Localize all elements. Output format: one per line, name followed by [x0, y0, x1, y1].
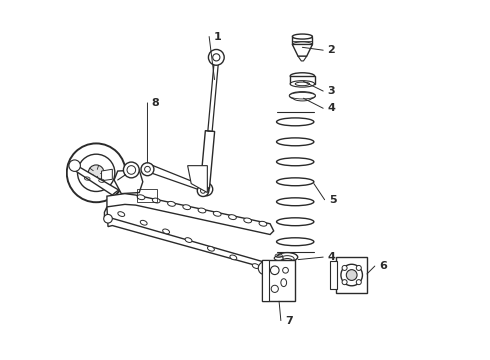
Ellipse shape — [276, 218, 314, 226]
Ellipse shape — [207, 246, 214, 251]
Circle shape — [77, 154, 115, 192]
Circle shape — [67, 143, 125, 202]
Ellipse shape — [276, 178, 314, 186]
Ellipse shape — [293, 42, 313, 47]
Polygon shape — [188, 166, 207, 193]
Ellipse shape — [252, 264, 259, 269]
Polygon shape — [104, 207, 273, 271]
Circle shape — [208, 49, 224, 65]
Circle shape — [69, 160, 80, 171]
Polygon shape — [107, 194, 274, 234]
Ellipse shape — [213, 211, 221, 216]
Ellipse shape — [280, 256, 294, 262]
Circle shape — [356, 265, 361, 270]
Circle shape — [342, 280, 347, 285]
Ellipse shape — [276, 238, 314, 246]
Text: 2: 2 — [327, 45, 335, 55]
Text: 4: 4 — [327, 252, 335, 262]
Circle shape — [346, 270, 357, 280]
Ellipse shape — [259, 221, 267, 226]
Circle shape — [356, 280, 361, 285]
Circle shape — [88, 165, 104, 181]
Polygon shape — [208, 62, 219, 131]
Ellipse shape — [293, 34, 313, 39]
Polygon shape — [290, 76, 315, 84]
Ellipse shape — [290, 81, 315, 87]
Polygon shape — [298, 56, 307, 61]
Ellipse shape — [168, 202, 175, 206]
Ellipse shape — [282, 258, 293, 265]
Bar — [262, 260, 295, 301]
Bar — [337, 257, 367, 293]
Polygon shape — [293, 44, 313, 56]
Ellipse shape — [280, 264, 295, 270]
Ellipse shape — [290, 93, 315, 99]
Ellipse shape — [290, 73, 315, 79]
Ellipse shape — [118, 212, 125, 216]
Ellipse shape — [294, 95, 311, 101]
Ellipse shape — [198, 208, 206, 213]
Ellipse shape — [140, 220, 147, 225]
Circle shape — [342, 265, 347, 270]
Bar — [330, 261, 337, 289]
Text: 4: 4 — [327, 103, 335, 113]
Polygon shape — [72, 162, 119, 195]
Text: 6: 6 — [379, 261, 387, 271]
Polygon shape — [114, 170, 143, 194]
Circle shape — [197, 185, 209, 197]
Circle shape — [200, 183, 213, 196]
Ellipse shape — [244, 218, 251, 223]
Circle shape — [258, 262, 271, 275]
Text: 3: 3 — [327, 86, 335, 96]
Ellipse shape — [276, 198, 314, 206]
Text: 1: 1 — [214, 32, 221, 41]
Circle shape — [123, 162, 139, 178]
Text: 5: 5 — [329, 195, 337, 205]
Ellipse shape — [295, 82, 310, 86]
Ellipse shape — [137, 195, 145, 200]
Bar — [262, 260, 269, 301]
Bar — [137, 189, 157, 202]
Circle shape — [341, 264, 363, 286]
Ellipse shape — [228, 215, 236, 220]
Ellipse shape — [276, 138, 314, 146]
Polygon shape — [293, 37, 313, 44]
Polygon shape — [200, 131, 215, 188]
Ellipse shape — [163, 229, 170, 234]
Text: 8: 8 — [152, 98, 160, 108]
Circle shape — [270, 266, 279, 275]
Ellipse shape — [290, 92, 315, 100]
Polygon shape — [147, 164, 208, 191]
Ellipse shape — [277, 253, 298, 262]
Circle shape — [141, 163, 154, 176]
Circle shape — [104, 215, 112, 223]
Ellipse shape — [276, 118, 314, 126]
Ellipse shape — [274, 256, 283, 260]
Ellipse shape — [183, 205, 191, 210]
Ellipse shape — [185, 238, 192, 242]
Ellipse shape — [230, 255, 237, 260]
Polygon shape — [101, 169, 112, 181]
Ellipse shape — [276, 158, 314, 166]
Text: 7: 7 — [285, 316, 293, 325]
Ellipse shape — [152, 198, 160, 203]
